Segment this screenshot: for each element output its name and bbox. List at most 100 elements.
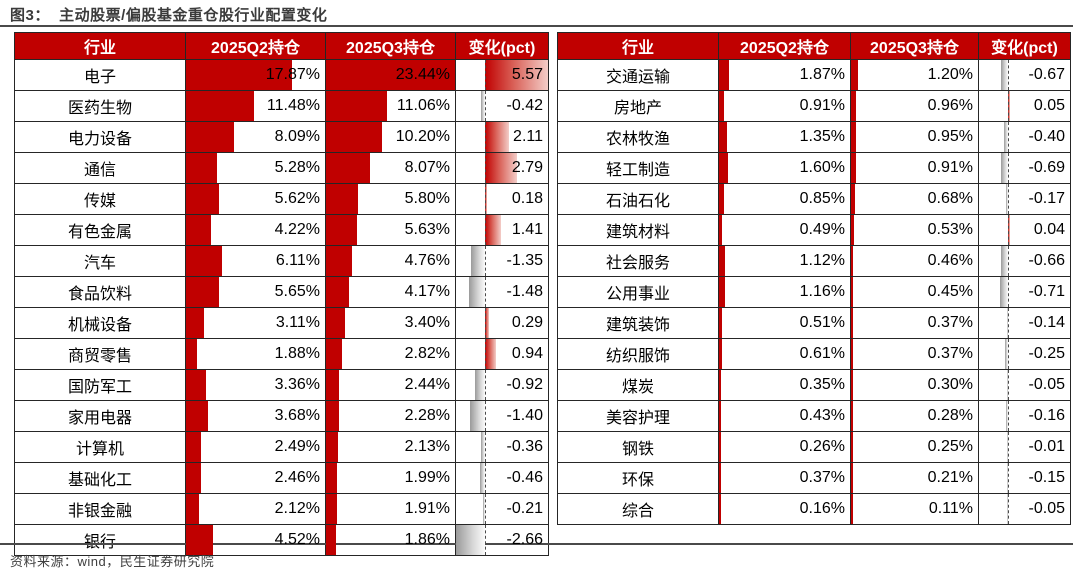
holding-value: 0.26% — [799, 438, 845, 455]
table-row: 银行 4.52% 1.86% -2.66 — [14, 524, 549, 556]
change-bar-positive — [485, 122, 510, 152]
table-row: 综合 0.16% 0.11% -0.05 — [557, 493, 1071, 525]
change-bar-negative — [1006, 184, 1009, 214]
change-bar-negative — [469, 401, 486, 431]
holding-value: 0.37% — [799, 469, 845, 486]
footer-divider — [0, 543, 1073, 545]
table-row: 房地产 0.91% 0.96% 0.05 — [557, 90, 1071, 122]
header-row: 行业 2025Q2持仓 2025Q3持仓 变化(pct) — [557, 32, 1071, 60]
change-value: 0.05 — [1033, 97, 1065, 114]
q2-holding-cell: 5.28% — [185, 152, 326, 184]
table-row: 交通运输 1.87% 1.20% -0.67 — [557, 59, 1071, 91]
holding-data-bar — [719, 494, 721, 524]
change-value: -0.05 — [1028, 376, 1065, 393]
change-value: 1.41 — [511, 221, 543, 238]
change-value: 0.18 — [511, 190, 543, 207]
industry-cell: 环保 — [557, 462, 719, 494]
holding-data-bar — [326, 246, 353, 276]
holding-value: 11.06% — [396, 97, 450, 114]
column-header-3: 变化(pct) — [455, 32, 549, 60]
holdings-table-left: 行业 2025Q2持仓 2025Q3持仓 变化(pct) 电子 17.87% 23.44% 5… — [14, 32, 549, 556]
holding-data-bar — [326, 60, 455, 90]
q3-holding-cell: 0.25% — [850, 431, 979, 463]
holding-data-bar — [326, 463, 337, 493]
q2-holding-cell: 4.22% — [185, 214, 326, 246]
change-value: -0.16 — [1028, 407, 1065, 424]
zero-axis-line — [485, 494, 487, 524]
holding-value: 2.28% — [404, 407, 450, 424]
column-header-1: 2025Q2持仓 — [718, 32, 851, 60]
holding-data-bar — [851, 463, 853, 493]
change-cell: 1.41 — [455, 214, 549, 246]
industry-cell: 房地产 — [557, 90, 719, 122]
industry-cell: 电子 — [14, 59, 186, 91]
zero-axis-line — [485, 277, 487, 307]
change-bar-negative — [1006, 463, 1009, 493]
change-cell: -0.71 — [978, 276, 1071, 308]
change-cell: -0.21 — [455, 493, 549, 525]
table-row: 建筑材料 0.49% 0.53% 0.04 — [557, 214, 1071, 246]
zero-axis-line — [1008, 463, 1010, 493]
holding-data-bar — [186, 277, 220, 307]
change-bar-negative — [470, 246, 486, 276]
change-value: -0.40 — [1028, 128, 1065, 145]
holding-value: 5.62% — [274, 190, 320, 207]
zero-axis-line — [1008, 370, 1010, 400]
holding-data-bar — [719, 463, 722, 493]
q3-holding-cell: 0.30% — [850, 369, 979, 401]
zero-axis-line — [1008, 215, 1010, 245]
change-bar-positive — [1008, 215, 1011, 245]
q3-holding-cell: 0.21% — [850, 462, 979, 494]
table-row: 食品饮料 5.65% 4.17% -1.48 — [14, 276, 549, 308]
change-cell: 0.94 — [455, 338, 549, 370]
holding-value: 0.68% — [927, 190, 973, 207]
holding-data-bar — [326, 401, 339, 431]
change-value: -0.36 — [506, 438, 543, 455]
q2-holding-cell: 2.46% — [185, 462, 326, 494]
q3-holding-cell: 0.28% — [850, 400, 979, 432]
industry-cell: 电力设备 — [14, 121, 186, 153]
holding-data-bar — [186, 432, 201, 462]
q3-holding-cell: 1.99% — [325, 462, 456, 494]
holding-value: 0.16% — [799, 500, 845, 517]
table-row: 非银金融 2.12% 1.91% -0.21 — [14, 493, 549, 525]
table-row: 纺织服饰 0.61% 0.37% -0.25 — [557, 338, 1071, 370]
holding-value: 8.07% — [404, 159, 450, 176]
holding-value: 0.49% — [799, 221, 845, 238]
holding-value: 0.37% — [927, 345, 973, 362]
industry-cell: 机械设备 — [14, 307, 186, 339]
holding-value: 0.53% — [927, 221, 973, 238]
zero-axis-line — [485, 463, 487, 493]
q3-holding-cell: 5.63% — [325, 214, 456, 246]
holding-data-bar — [186, 153, 218, 183]
q3-holding-cell: 0.96% — [850, 90, 979, 122]
zero-axis-line — [1008, 308, 1010, 338]
holding-data-bar — [326, 215, 357, 245]
holding-value: 3.40% — [404, 314, 450, 331]
q2-holding-cell: 1.12% — [718, 245, 851, 277]
holding-data-bar — [186, 308, 205, 338]
holding-data-bar — [326, 525, 337, 555]
q3-holding-cell: 2.13% — [325, 431, 456, 463]
holding-value: 0.30% — [927, 376, 973, 393]
holding-data-bar — [326, 308, 345, 338]
table-row: 石油石化 0.85% 0.68% -0.17 — [557, 183, 1071, 215]
holding-value: 5.28% — [274, 159, 320, 176]
holding-value: 5.63% — [404, 221, 450, 238]
zero-axis-line — [1008, 246, 1010, 276]
column-header-3: 变化(pct) — [978, 32, 1071, 60]
holding-value: 2.12% — [274, 500, 320, 517]
q2-holding-cell: 1.60% — [718, 152, 851, 184]
zero-axis-line — [485, 370, 487, 400]
change-bar-negative — [1007, 370, 1009, 400]
change-value: -0.42 — [506, 97, 543, 114]
change-cell: 2.11 — [455, 121, 549, 153]
q3-holding-cell: 0.11% — [850, 493, 979, 525]
table-row: 公用事业 1.16% 0.45% -0.71 — [557, 276, 1071, 308]
zero-axis-line — [485, 122, 487, 152]
change-bar-negative — [1003, 122, 1009, 152]
holding-value: 0.85% — [799, 190, 845, 207]
holding-data-bar — [719, 432, 721, 462]
title-divider — [0, 25, 1073, 27]
change-value: 2.11 — [513, 128, 543, 145]
